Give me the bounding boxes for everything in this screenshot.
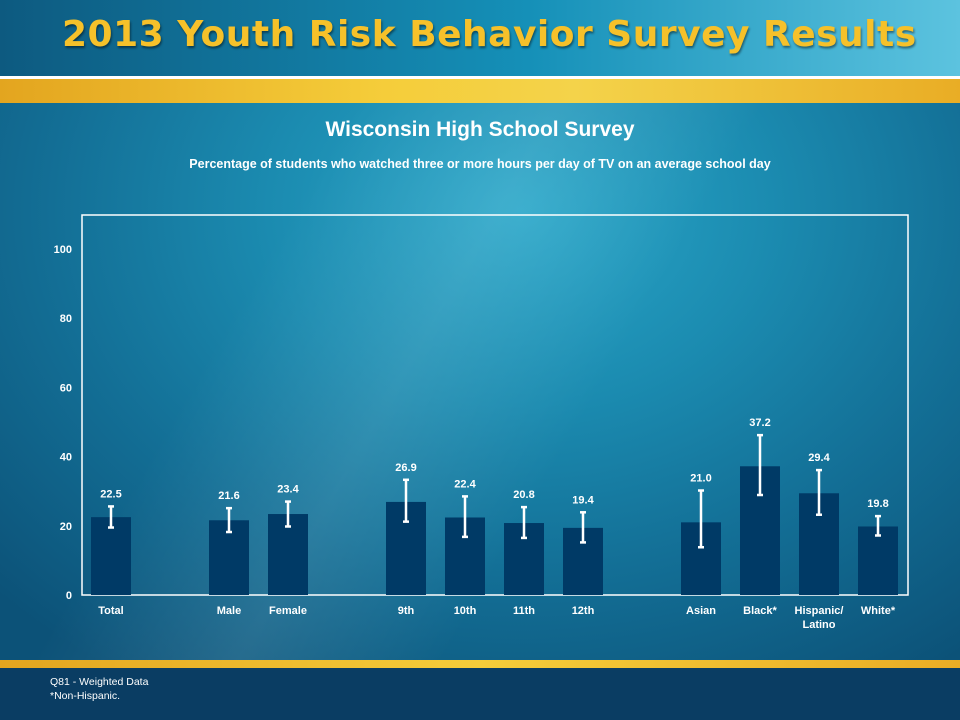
data-label: 19.8 xyxy=(867,498,888,510)
y-tick-label: 100 xyxy=(54,244,72,256)
page-title: 2013 Youth Risk Behavior Survey Results xyxy=(62,14,917,55)
bar xyxy=(858,526,898,595)
y-tick-label: 20 xyxy=(60,521,72,533)
x-tick-label: Male xyxy=(217,605,241,617)
data-label: 22.4 xyxy=(454,478,476,490)
data-label: 26.9 xyxy=(395,462,416,474)
data-label: 37.2 xyxy=(749,417,770,429)
footer-note-nonhispanic: *Non-Hispanic. xyxy=(50,690,121,702)
x-tick-label: Latino xyxy=(803,619,836,631)
x-tick-label: Total xyxy=(98,605,123,617)
data-label: 23.4 xyxy=(277,484,299,496)
x-tick-label: Black* xyxy=(743,605,777,617)
data-label: 20.8 xyxy=(513,489,534,501)
x-tick-label: White* xyxy=(861,605,896,617)
chart-subtitle: Percentage of students who watched three… xyxy=(189,157,771,171)
bar xyxy=(91,517,131,595)
x-tick-label: Hispanic/ xyxy=(795,605,844,617)
plot-frame xyxy=(81,214,909,596)
header-gold-band xyxy=(0,79,960,103)
x-tick-label: 10th xyxy=(454,605,477,617)
data-label: 19.4 xyxy=(572,494,594,506)
x-tick-label: 12th xyxy=(572,605,595,617)
footer-note-data: Q81 - Weighted Data xyxy=(50,676,149,688)
y-tick-label: 40 xyxy=(60,452,72,464)
data-label: 21.0 xyxy=(690,473,711,485)
y-tick-label: 0 xyxy=(66,590,72,602)
data-label: 22.5 xyxy=(100,488,121,500)
x-tick-label: 9th xyxy=(398,605,415,617)
footer-gold-band xyxy=(0,660,960,668)
footer-band xyxy=(0,660,960,720)
header-divider xyxy=(0,76,960,79)
y-tick-label: 60 xyxy=(60,382,72,394)
data-label: 21.6 xyxy=(218,490,239,502)
x-tick-label: Asian xyxy=(686,605,716,617)
x-tick-label: Female xyxy=(269,605,307,617)
header-banner: 2013 Youth Risk Behavior Survey Results xyxy=(0,0,960,76)
y-tick-label: 80 xyxy=(60,313,72,325)
data-label: 29.4 xyxy=(808,452,830,464)
x-tick-label: 11th xyxy=(513,605,535,617)
chart-title: Wisconsin High School Survey xyxy=(325,118,635,141)
